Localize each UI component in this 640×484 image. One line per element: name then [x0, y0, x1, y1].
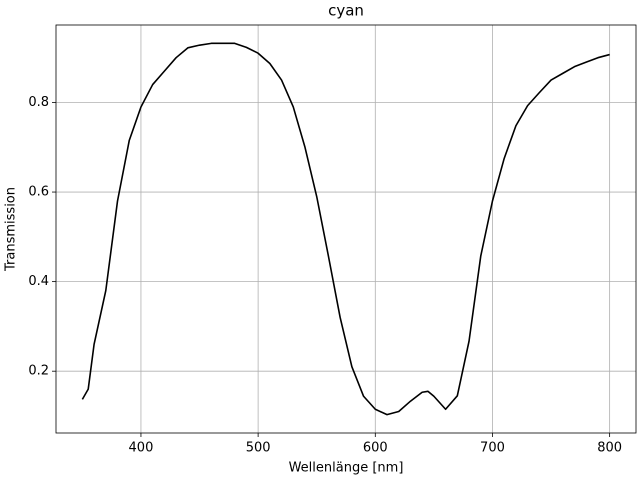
x-tick-label: 700	[480, 441, 505, 456]
data-line	[81, 42, 610, 416]
x-axis-label: Wellenlänge [nm]	[289, 461, 404, 476]
y-tick-label: 0.2	[28, 364, 49, 379]
x-tick-label: 600	[363, 441, 388, 456]
chart-title: cyan	[328, 2, 364, 20]
y-tick-label: 0.8	[28, 95, 49, 110]
y-axis-label: Transmission	[4, 187, 19, 272]
x-tick-label: 500	[246, 441, 271, 456]
x-tick-label: 800	[597, 441, 622, 456]
x-tick-label: 400	[129, 441, 154, 456]
y-tick-label: 0.6	[28, 185, 49, 200]
plot-frame	[55, 24, 637, 434]
y-tick-label: 0.4	[28, 274, 49, 289]
